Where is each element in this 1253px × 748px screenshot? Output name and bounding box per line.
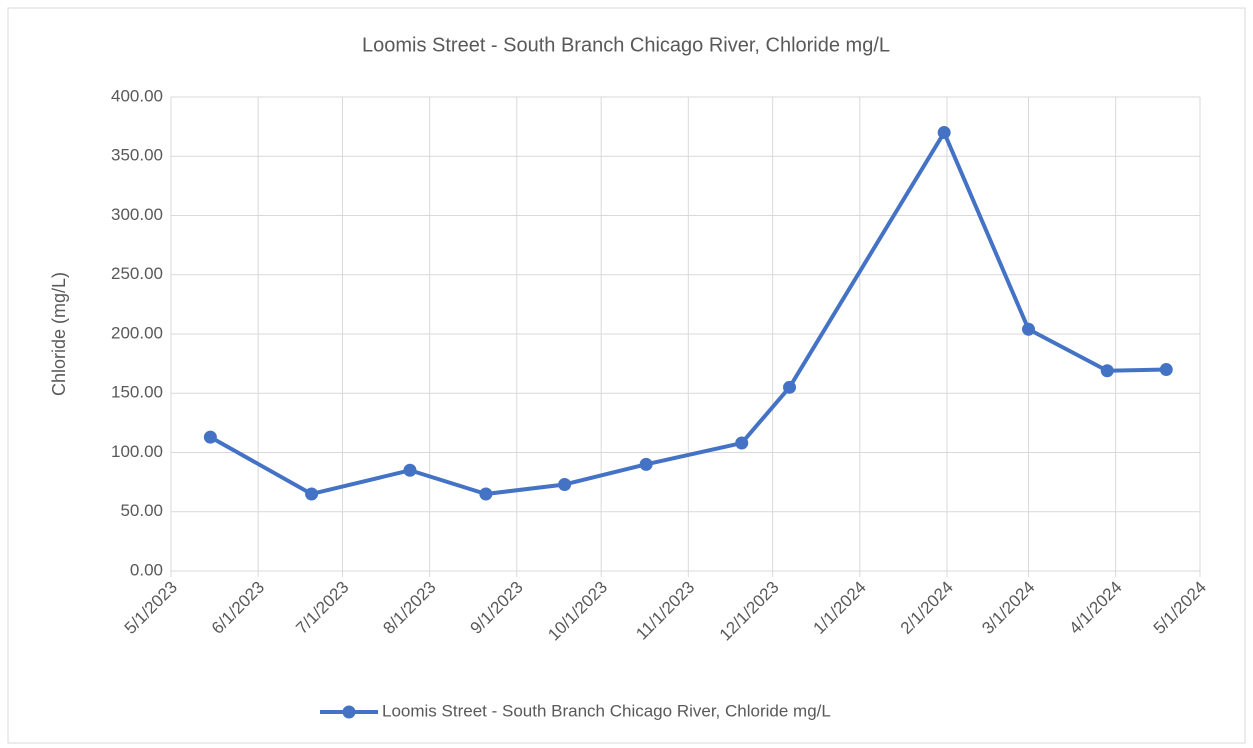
data-point (479, 487, 493, 501)
y-tick-label: 350.00 (111, 146, 163, 165)
data-point (639, 457, 653, 471)
data-point (558, 477, 572, 491)
legend-marker (342, 705, 356, 719)
data-point (937, 126, 951, 140)
data-point (735, 436, 749, 450)
legend-label: Loomis Street - South Branch Chicago Riv… (382, 701, 831, 720)
data-point (1022, 322, 1035, 336)
y-tick-label: 50.00 (120, 501, 163, 520)
data-point (1159, 363, 1173, 377)
y-tick-label: 300.00 (111, 205, 163, 224)
data-point (305, 487, 319, 501)
y-tick-label: 400.00 (111, 86, 163, 105)
data-line (209, 130, 1167, 496)
chart-title: Loomis Street - South Branch Chicago Riv… (362, 34, 890, 56)
y-tick-label: 0.00 (130, 560, 163, 579)
data-point (1100, 364, 1114, 378)
y-axis-label: Chloride (mg/L) (49, 272, 69, 396)
data-point (203, 430, 217, 444)
chart-border (7, 7, 1246, 744)
y-tick-label: 200.00 (111, 323, 163, 342)
y-tick-label: 250.00 (111, 264, 163, 283)
data-point (403, 463, 417, 477)
y-tick-label: 150.00 (111, 383, 163, 402)
data-point (783, 380, 797, 394)
y-tick-label: 100.00 (111, 442, 163, 461)
